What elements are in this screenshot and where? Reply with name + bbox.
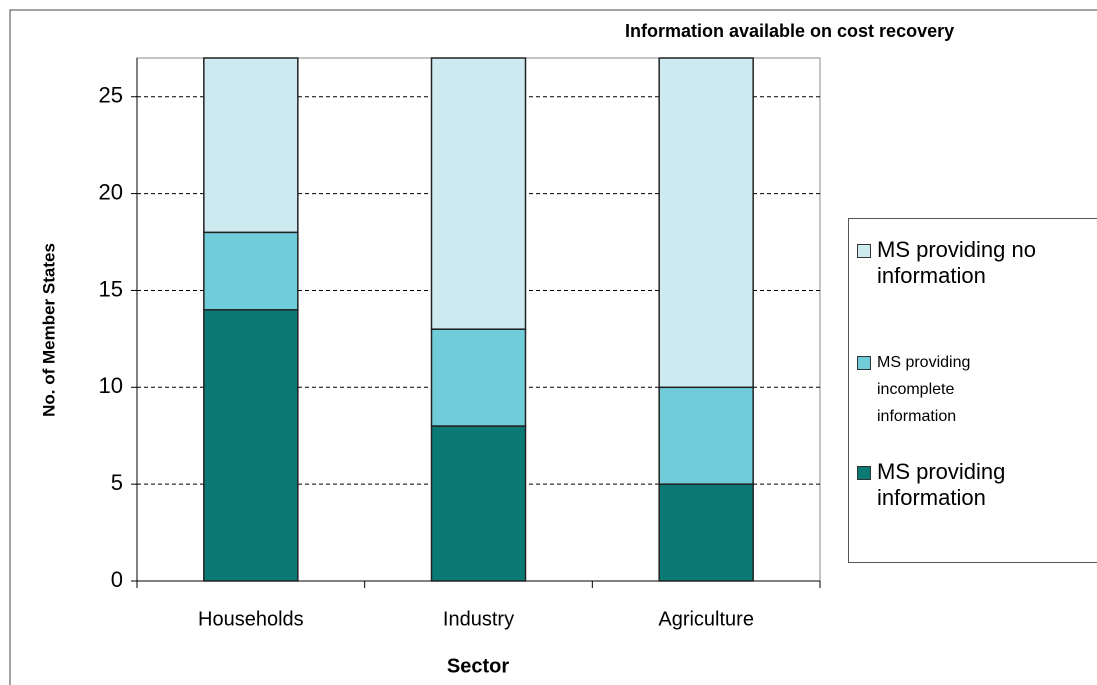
legend-swatch	[857, 466, 871, 480]
y-tick-label: 15	[99, 276, 123, 301]
bar-segment	[658, 386, 754, 485]
bar-segment	[430, 328, 527, 427]
bar-segment	[203, 309, 299, 582]
legend: MS providing no information MS providing …	[848, 218, 1097, 563]
bar-segment	[658, 483, 754, 582]
bar-segment	[430, 425, 527, 582]
y-tick-label: 10	[99, 373, 123, 398]
bar-segment	[658, 57, 754, 389]
legend-label: MS providing information	[877, 459, 1006, 510]
legend-entry: MS providing incomplete information	[857, 349, 1032, 430]
legend-entry: MS providing no information	[857, 237, 1097, 289]
x-tick-label: Industry	[443, 608, 514, 630]
chart-title: Information available on cost recovery	[625, 21, 954, 41]
y-tick-label: 20	[99, 179, 123, 204]
frame	[9, 9, 1097, 685]
legend-swatch	[857, 356, 871, 370]
legend-swatch	[857, 244, 871, 258]
y-tick-label: 25	[99, 83, 123, 108]
legend-label: MS providing no information	[877, 237, 1036, 288]
x-axis-label: Sector	[447, 655, 509, 677]
bar-segment	[430, 57, 527, 330]
y-tick-label: 0	[111, 567, 123, 592]
y-axis-label: No. of Member States	[39, 243, 58, 417]
bar-segment	[203, 231, 299, 311]
x-tick-label: Households	[198, 608, 304, 630]
x-tick-label: Agriculture	[658, 608, 754, 630]
legend-entry: MS providing information	[857, 459, 1097, 511]
y-tick-label: 5	[111, 470, 123, 495]
bar-segment	[203, 57, 299, 234]
legend-label: MS providing incomplete information	[877, 354, 971, 425]
